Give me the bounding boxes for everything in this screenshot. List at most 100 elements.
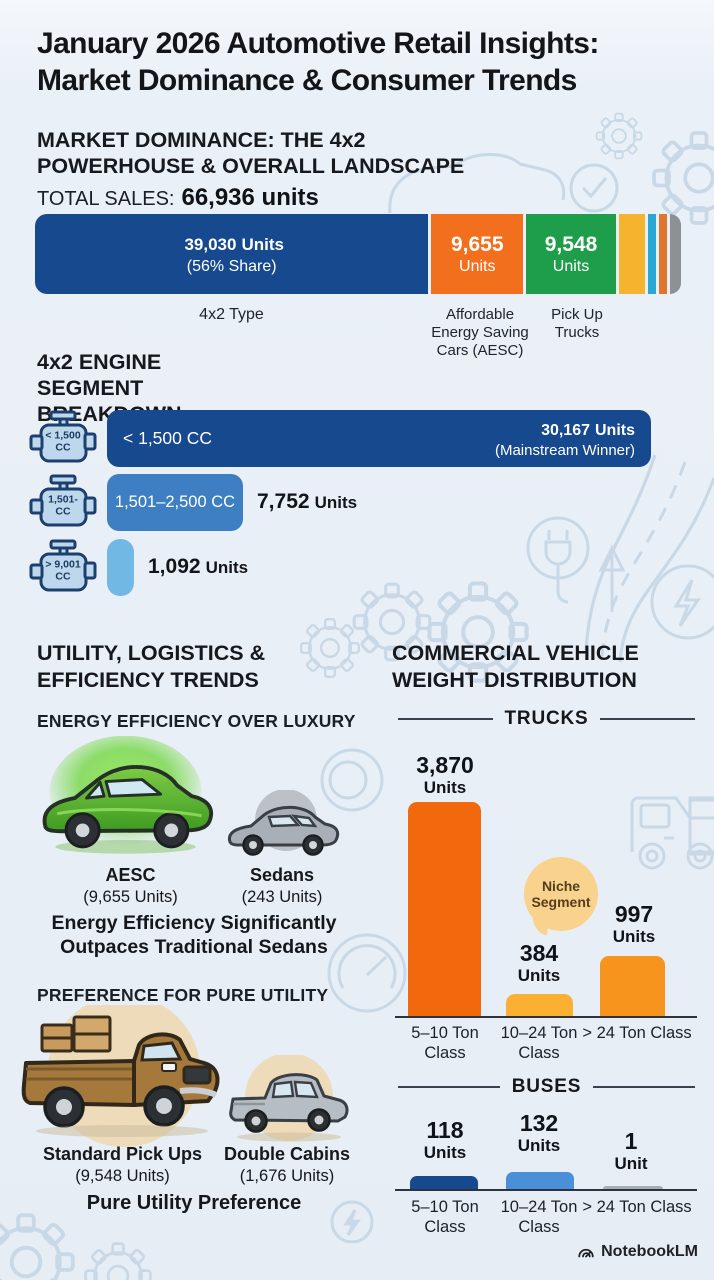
engine-icon-text: CC <box>55 441 71 454</box>
vehicle-name: Double Cabins <box>223 1144 350 1164</box>
truck-bar-label: > 24 Ton Class <box>582 1024 692 1042</box>
niche-segment-callout: Niche Segment <box>524 857 598 931</box>
page-title: January 2026 Automotive Retail Insights:… <box>37 27 599 97</box>
market-dominance-heading: MARKET DOMINANCE: THE 4x2 POWERHOUSE & O… <box>37 128 465 178</box>
engine-bar-value: 7,752 Units <box>257 490 358 513</box>
road-dashes <box>600 461 687 657</box>
pure-utility-takeaway: Pure Utility Preference <box>86 1192 302 1214</box>
engine-bar-note: (Mainstream Winner) <box>494 442 635 459</box>
vehicle-units: (9,655 Units) <box>83 887 178 906</box>
utility-trends-heading: UTILITY, LOGISTICS & EFFICIENCY TRENDS <box>37 641 266 692</box>
segment-label-pickup: Pick Up Trucks <box>551 306 603 341</box>
bar-segment-other-3 <box>659 214 667 294</box>
engine-row-1501-2500: 1,501- CC 1,501–2,500 CC 7,752 Units <box>28 472 357 532</box>
standard-pickup-label: Standard Pick Ups (9,548 Units) <box>30 1143 215 1186</box>
vehicle-units: (243 Units) <box>241 887 323 906</box>
truck-bar-value: 3,870 Units <box>416 752 474 798</box>
road-edge <box>618 477 714 663</box>
segment-units: Units <box>459 257 496 275</box>
truck-bar-5-10-ton <box>408 802 481 1016</box>
engine-icon: > 9,001 CC <box>28 537 98 597</box>
gear-icon <box>652 131 714 225</box>
pure-utility-subheading: PREFERENCE FOR PURE UTILITY <box>37 985 329 1005</box>
engine-icon-text: > 9,001 <box>45 558 81 571</box>
segment-label-aesc: Affordable Energy Saving Cars (AESC) <box>431 306 529 359</box>
total-sales-label: TOTAL SALES: <box>37 188 175 210</box>
engine-row-under-1500: < 1,500 CC < 1,500 CC 30,167 Units (Mainst… <box>28 408 651 468</box>
engine-bar-value: 30,167 <box>541 421 590 439</box>
vehicle-units: (9,548 Units) <box>75 1166 170 1185</box>
truck-bar-10-24-ton <box>506 994 573 1016</box>
standard-pickup-illustration <box>12 995 232 1152</box>
bus-bar-10-24-ton <box>506 1172 574 1189</box>
chart-baseline <box>395 1189 697 1191</box>
vehicle-name: Standard Pick Ups <box>42 1144 203 1164</box>
buses-section-header: BUSES <box>398 1076 695 1098</box>
bar-segment-other-1 <box>618 214 645 294</box>
check-circle-icon <box>569 163 619 213</box>
bus-bar-5-10-ton <box>410 1176 478 1189</box>
bar-segment-4x2: 39,030 Units (56% Share) <box>35 214 429 294</box>
commercial-heading: COMMERCIAL VEHICLE WEIGHT DISTRIBUTION <box>392 641 639 692</box>
bus-bar-over-24-ton <box>603 1186 663 1189</box>
efficiency-subheading: ENERGY EFFICIENCY OVER LUXURY <box>37 711 356 731</box>
buses-title: BUSES <box>511 1076 582 1097</box>
trucks-title: TRUCKS <box>504 708 589 729</box>
road-edge <box>584 454 657 651</box>
arrow-up-icon <box>598 544 626 612</box>
engine-icon-text: CC <box>55 505 71 518</box>
engine-bar-label: 1,501–2,500 CC <box>114 492 236 511</box>
engine-row-over-2500: > 9,001 CC 1,092 Units <box>28 537 248 597</box>
bar-segment-other-2 <box>647 214 657 294</box>
bar-segment-pickup: 9,548 Units <box>526 214 616 294</box>
engine-bar-1501-2500: 1,501–2,500 CC <box>107 473 243 531</box>
efficiency-takeaway: Energy Efficiency Significantly Outpaces… <box>51 912 337 958</box>
engine-icon: 1,501- CC <box>28 472 98 532</box>
watermark-text: NotebookLM <box>601 1243 698 1260</box>
chart-baseline <box>395 1016 697 1018</box>
notebooklm-logo-icon <box>578 1248 594 1258</box>
aesc-car-illustration <box>28 735 223 873</box>
truck-bar-label: 10–24 Ton Class <box>500 1024 578 1063</box>
bar-segment-aesc: 9,655 Units <box>431 214 524 294</box>
trucks-section-header: TRUCKS <box>398 708 695 730</box>
vehicle-name: AESC <box>105 865 156 885</box>
segment-label-4x2: 4x2 Type <box>199 306 264 323</box>
divider-line <box>398 718 493 720</box>
truck-bar-label: 5–10 Ton Class <box>411 1024 479 1063</box>
watermark: NotebookLM <box>577 1243 698 1261</box>
segment-value: 9,548 <box>544 232 598 256</box>
trucks-chart: 3,870 Units 384 Units 997 Units Niche Se… <box>395 745 697 1067</box>
engine-icon-text: < 1,500 <box>45 429 81 442</box>
lightning-bolt-icon <box>673 579 701 627</box>
segment-units: Units <box>552 257 590 275</box>
engine-bar-label: < 1,500 CC <box>123 427 213 448</box>
segment-value: 39,030 <box>184 235 237 254</box>
buses-chart: 118 Units 132 Units 1 Unit 5–10 Ton Clas… <box>395 1105 697 1247</box>
vehicle-name: Sedans <box>249 865 315 885</box>
vehicle-units: (1,676 Units) <box>239 1166 335 1185</box>
segment-share: (56% Share) <box>186 258 277 275</box>
segment-value: 9,655 <box>450 232 504 256</box>
bus-bar-label: > 24 Ton Class <box>582 1198 692 1216</box>
total-sales-value: 66,936 units <box>181 184 319 211</box>
bus-bar-value: 132 Units <box>517 1110 561 1156</box>
engine-bar-units: Units <box>595 421 635 439</box>
gear-icon <box>0 1213 75 1280</box>
truck-bar-value: 384 Units <box>517 940 561 986</box>
lightning-circle-icon <box>650 564 714 640</box>
divider-line <box>398 1086 500 1088</box>
divider-line <box>593 1086 695 1088</box>
truck-bar-over-24-ton <box>600 956 665 1016</box>
sedan-label: Sedans (243 Units) <box>212 864 352 907</box>
bus-bar-label: 10–24 Ton Class <box>500 1198 578 1237</box>
engine-bar-under-1500: < 1,500 CC 30,167 Units (Mainstream Winne… <box>107 409 651 467</box>
bus-bar-label: 5–10 Ton Class <box>411 1198 479 1237</box>
aesc-label: AESC (9,655 Units) <box>48 864 213 907</box>
total-sales: TOTAL SALES: 66,936 units <box>37 184 319 212</box>
double-cabin-illustration <box>225 1053 355 1152</box>
bar-segment-other-4 <box>669 214 681 294</box>
ev-plug-circle-icon <box>526 516 590 580</box>
bus-bar-value: 1 Unit <box>614 1128 648 1174</box>
